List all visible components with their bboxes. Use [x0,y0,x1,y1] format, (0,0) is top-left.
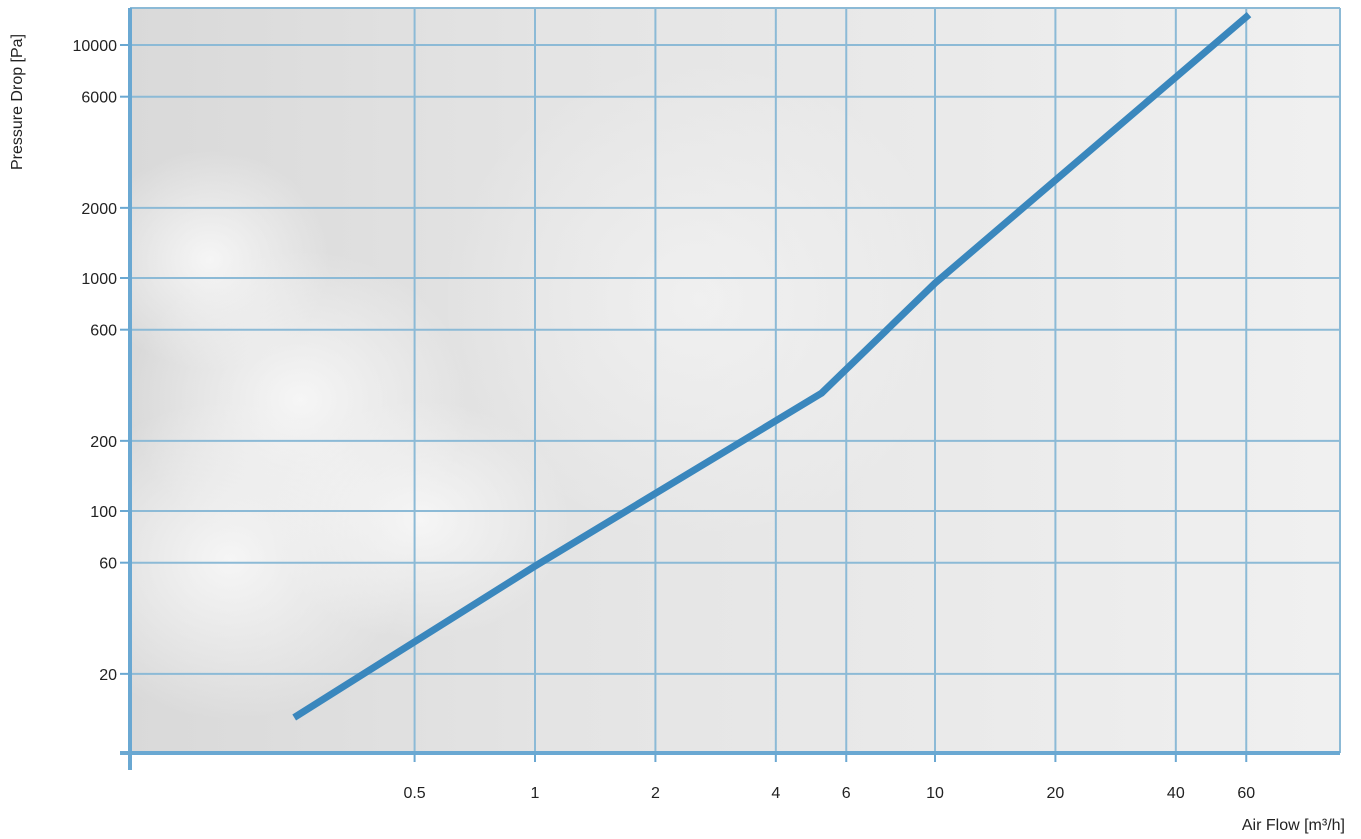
plot-background [130,8,1340,753]
x-tick-label: 0.5 [403,785,425,802]
x-tick-label: 4 [771,785,780,802]
x-axis-label: Air Flow [m³/h] [1242,817,1345,834]
y-tick-label: 200 [90,434,117,451]
x-tick-label: 6 [842,785,851,802]
x-tick-label: 20 [1047,785,1065,802]
y-axis-label: Pressure Drop [Pa] [9,34,26,170]
y-tick-label: 100 [90,504,117,521]
y-tick-label: 20 [99,667,117,684]
y-tick-label: 2000 [81,201,117,218]
pressure-drop-line [292,11,1252,721]
x-tick-label: 60 [1237,785,1255,802]
x-tick-label: 2 [651,785,660,802]
x-tick-label: 10 [926,785,944,802]
axes [120,8,1340,770]
x-tick-label: 1 [531,785,540,802]
x-tick-label: 40 [1167,785,1185,802]
series-layer [292,11,1252,721]
y-tick-label: 1000 [81,271,117,288]
y-tick-label: 10000 [73,38,118,55]
y-tick-label: 6000 [81,90,117,107]
y-tick-label: 600 [90,323,117,340]
y-tick-labels: 20 60 100 200 600 1000 2000 6000 10000 [73,38,118,684]
grid-lines [130,7,1341,753]
y-tick-label: 60 [99,556,117,573]
x-tick-labels: 0.5 1 2 4 6 10 20 40 60 [403,785,1255,802]
